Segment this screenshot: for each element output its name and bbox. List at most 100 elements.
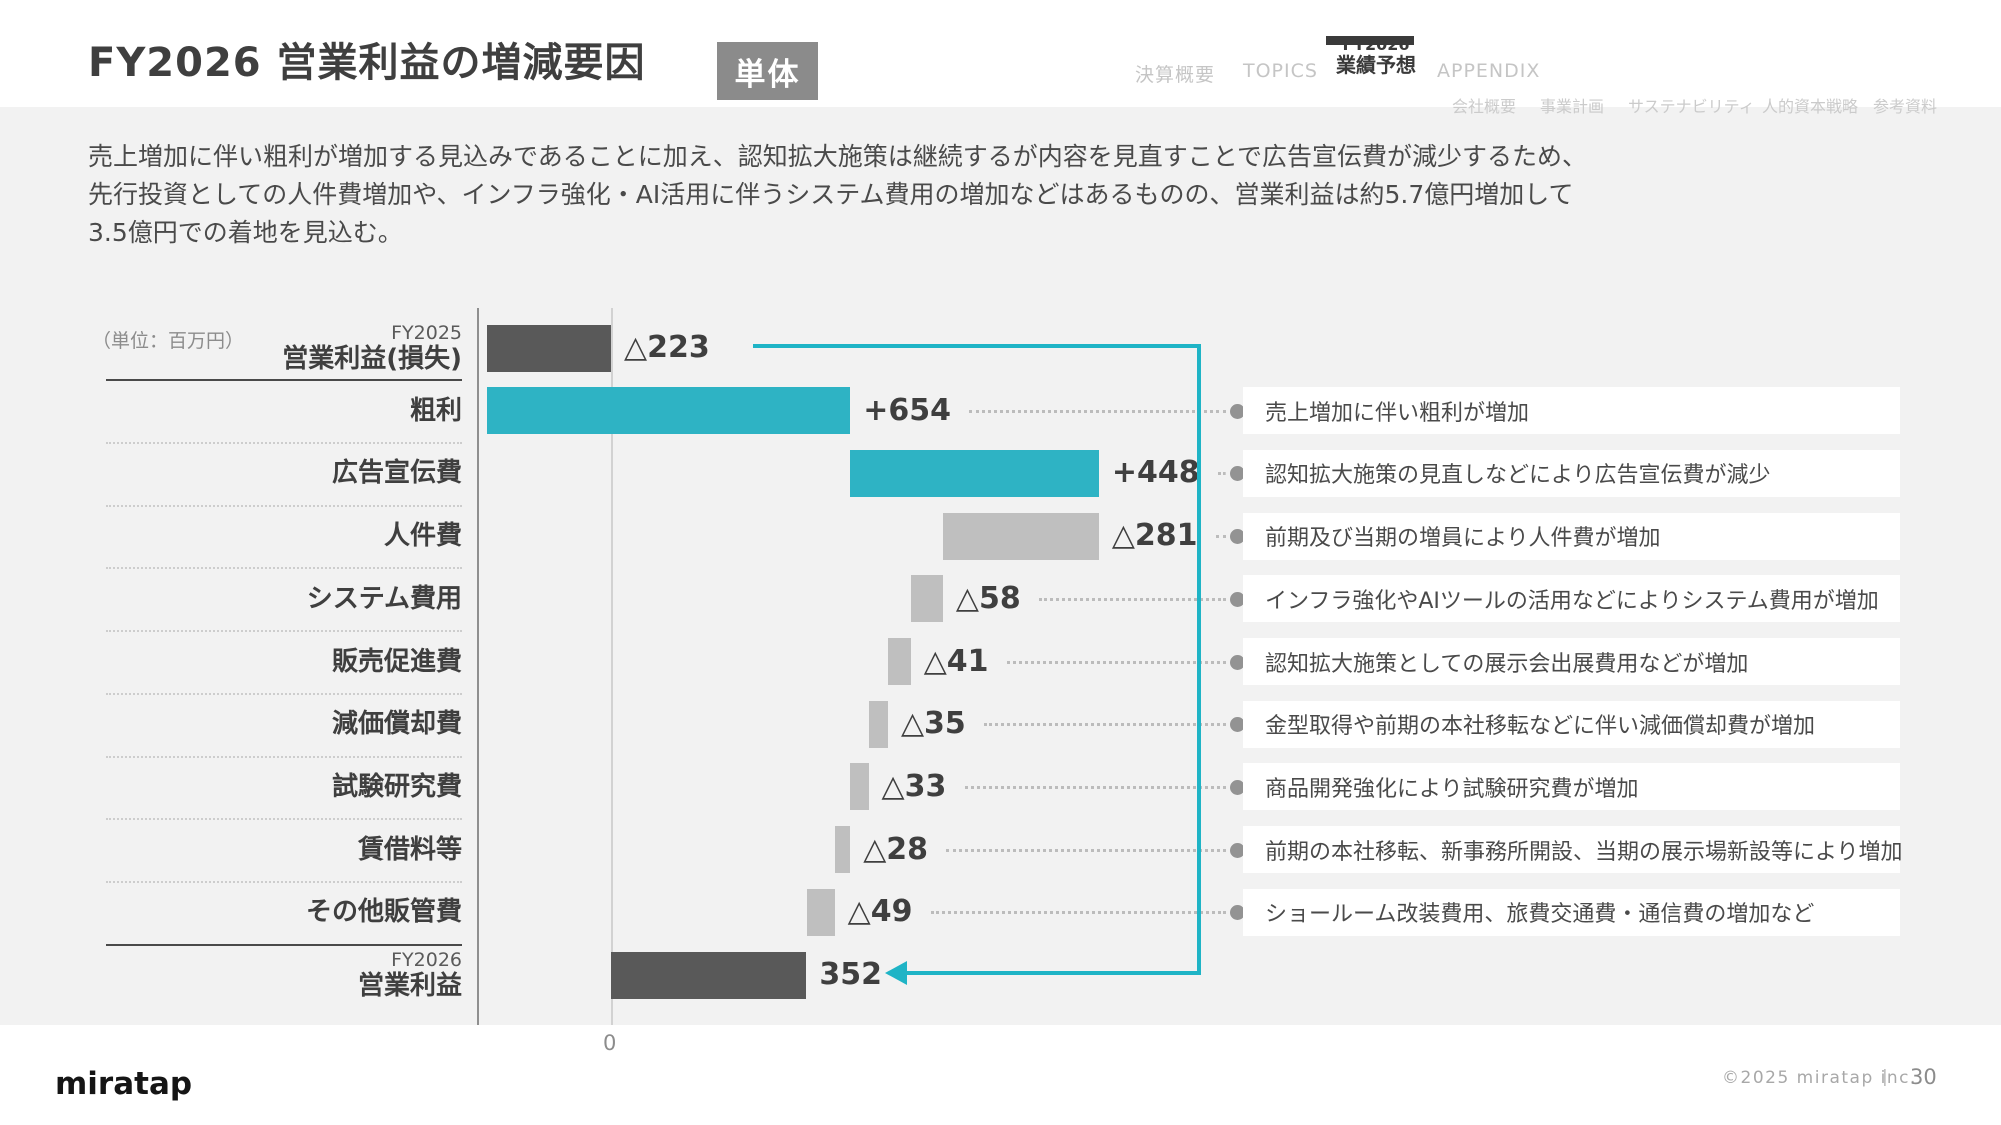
chart-row-label: 人件費 xyxy=(106,521,462,551)
leader-dotted-line xyxy=(965,785,1226,789)
subnav-item-reference[interactable]: 参考資料 xyxy=(1873,97,1938,116)
chart-row-label: 販売促進費 xyxy=(106,647,462,677)
subnav-item-human-capital[interactable]: 人的資本戦略 xyxy=(1762,97,1859,116)
chart-row-label-main: 営業利益(損失) xyxy=(282,344,462,374)
annotation-box: インフラ強化やAIツールの活用などによりシステム費用が増加 xyxy=(1243,575,1900,623)
leader-bullet-dot xyxy=(1230,717,1245,733)
chart-row-label-main: システム費用 xyxy=(306,583,462,614)
label-separator xyxy=(106,818,462,821)
page-number: 30 xyxy=(1910,1065,1937,1089)
chart-row-label: 粗利 xyxy=(106,396,462,426)
chart-bar xyxy=(487,387,851,435)
chart-row-label-year: FY2026 xyxy=(391,949,462,971)
subnav-item-business-plan[interactable]: 事業計画 xyxy=(1540,97,1605,116)
summary-line2: 先行投資としての人件費増加や、インフラ強化・AI活用に伴うシステム費用の増加など… xyxy=(88,180,1574,209)
leader-dotted-line xyxy=(1039,597,1226,601)
chart-bar xyxy=(850,763,869,811)
annotation-box: ショールーム改装費用、旅費交通費・通信費の増加など xyxy=(1243,888,1900,936)
chart-bar-value: △41 xyxy=(923,643,989,679)
annotation-box: 前期の本社移転、新事務所開設、当期の展示場新設等により増加 xyxy=(1243,826,1903,874)
annotation-box: 売上増加に伴い粗利が増加 xyxy=(1243,387,1900,435)
scope-badge: 単体 xyxy=(717,42,818,100)
summary-line1: 売上増加に伴い粗利が増加する見込みであることに加え、認知拡大施策は継続するが内容… xyxy=(88,142,1588,171)
label-separator xyxy=(106,442,462,445)
chart-bar xyxy=(834,826,851,874)
annotation-box: 認知拡大施策としての展示会出展費用などが増加 xyxy=(1243,638,1900,685)
leader-dotted-line xyxy=(1218,472,1226,476)
chart-row-label: その他販管費 xyxy=(106,897,462,927)
chart-bar xyxy=(887,638,911,685)
nav-active-line2: 業績予想 xyxy=(1336,53,1416,77)
summary-line3: 3.5億円での着地を見込む。 xyxy=(88,218,403,247)
leader-bullet-dot xyxy=(1230,591,1245,607)
annotation-box: 認知拡大施策の見直しなどにより広告宣伝費が減少 xyxy=(1243,449,1900,497)
leader-bullet-dot xyxy=(1230,654,1245,670)
leader-dotted-line xyxy=(984,723,1226,727)
chart-bar xyxy=(910,575,943,623)
chart-row-label: システム費用 xyxy=(106,584,462,614)
chart-bar-value: △49 xyxy=(847,894,913,930)
active-tab-indicator xyxy=(1326,36,1414,45)
chart-row-label-main: 人件費 xyxy=(383,521,462,552)
zero-axis-label: 0 xyxy=(603,1031,617,1055)
chart-row-label-main: 試験研究費 xyxy=(331,771,462,802)
chart-bar-value: 352 xyxy=(819,957,882,992)
leader-bullet-dot xyxy=(1230,905,1245,921)
chart-bar-value: △281 xyxy=(1111,518,1198,554)
label-separator xyxy=(106,504,462,507)
chart-bar xyxy=(868,700,888,748)
chart-row-label: 試験研究費 xyxy=(106,772,462,802)
label-separator xyxy=(106,880,462,883)
label-separator xyxy=(106,692,462,695)
leader-bullet-dot xyxy=(1230,403,1245,419)
nav-item-kessan-gaiyo[interactable]: 決算概要 xyxy=(1135,64,1216,86)
subnav-item-company[interactable]: 会社概要 xyxy=(1452,97,1517,116)
chart-row-label-main: 広告宣伝費 xyxy=(331,458,462,489)
chart-bar-value: △223 xyxy=(624,330,710,365)
chart-left-axis xyxy=(477,308,479,1025)
chart-row-label: 減価償却費 xyxy=(106,709,462,739)
annotation-box: 商品開発強化により試験研究費が増加 xyxy=(1243,763,1900,811)
chart-bar-value: △28 xyxy=(863,831,929,867)
chart-row-label-main: 営業利益 xyxy=(357,971,462,1001)
label-separator xyxy=(106,755,462,758)
nav-item-fy2026-forecast[interactable]: FY2026 業績予想 xyxy=(1326,36,1426,76)
chart-bar xyxy=(487,324,611,372)
chart-row-label: FY2025 営業利益(損失) xyxy=(106,322,462,374)
chart-row-label-main: その他販管費 xyxy=(305,897,462,928)
chart-bar-value: △33 xyxy=(881,768,947,804)
leader-dotted-line xyxy=(1216,535,1226,539)
subnav-item-sustainability[interactable]: サステナビリティ xyxy=(1628,97,1755,116)
chart-bar-value: △58 xyxy=(955,580,1021,616)
label-separator xyxy=(106,379,462,382)
nav-item-appendix[interactable]: APPENDIX xyxy=(1437,60,1541,82)
chart-row-label: 広告宣伝費 xyxy=(106,458,462,488)
chart-row-label: 賃借料等 xyxy=(106,835,462,865)
chart-bar xyxy=(807,888,835,936)
leader-dotted-line xyxy=(931,911,1226,915)
chart-row-label-main: 減価償却費 xyxy=(331,709,462,740)
chart-row-label-main: 賃借料等 xyxy=(357,834,462,865)
footer-divider: | xyxy=(1882,1067,1888,1087)
arrow-head xyxy=(885,961,907,985)
nav-item-topics[interactable]: TOPICS xyxy=(1243,60,1318,82)
leader-dotted-line xyxy=(946,848,1226,852)
chart-row-label-year: FY2025 xyxy=(391,322,462,344)
annotation-box: 前期及び当期の増員により人件費が増加 xyxy=(1243,512,1900,560)
chart-row-label: FY2026 営業利益 xyxy=(106,949,462,1001)
arrow-line-top xyxy=(753,344,1201,348)
label-separator xyxy=(106,630,462,633)
summary-text: 売上増加に伴い粗利が増加する見込みであることに加え、認知拡大施策は継続するが内容… xyxy=(88,138,1587,252)
unit-label: （単位：百万円） xyxy=(92,330,245,352)
chart-bar-value: +654 xyxy=(863,392,951,428)
leader-bullet-dot xyxy=(1230,779,1245,795)
copyright-text: ©2025 miratap inc. xyxy=(1722,1068,1917,1088)
label-separator xyxy=(106,943,462,946)
leader-bullet-dot xyxy=(1230,842,1245,858)
chart-row-label-main: 粗利 xyxy=(409,395,462,426)
label-separator xyxy=(106,567,462,570)
leader-dotted-line xyxy=(969,409,1226,413)
chart-bar-value: △35 xyxy=(900,706,966,742)
